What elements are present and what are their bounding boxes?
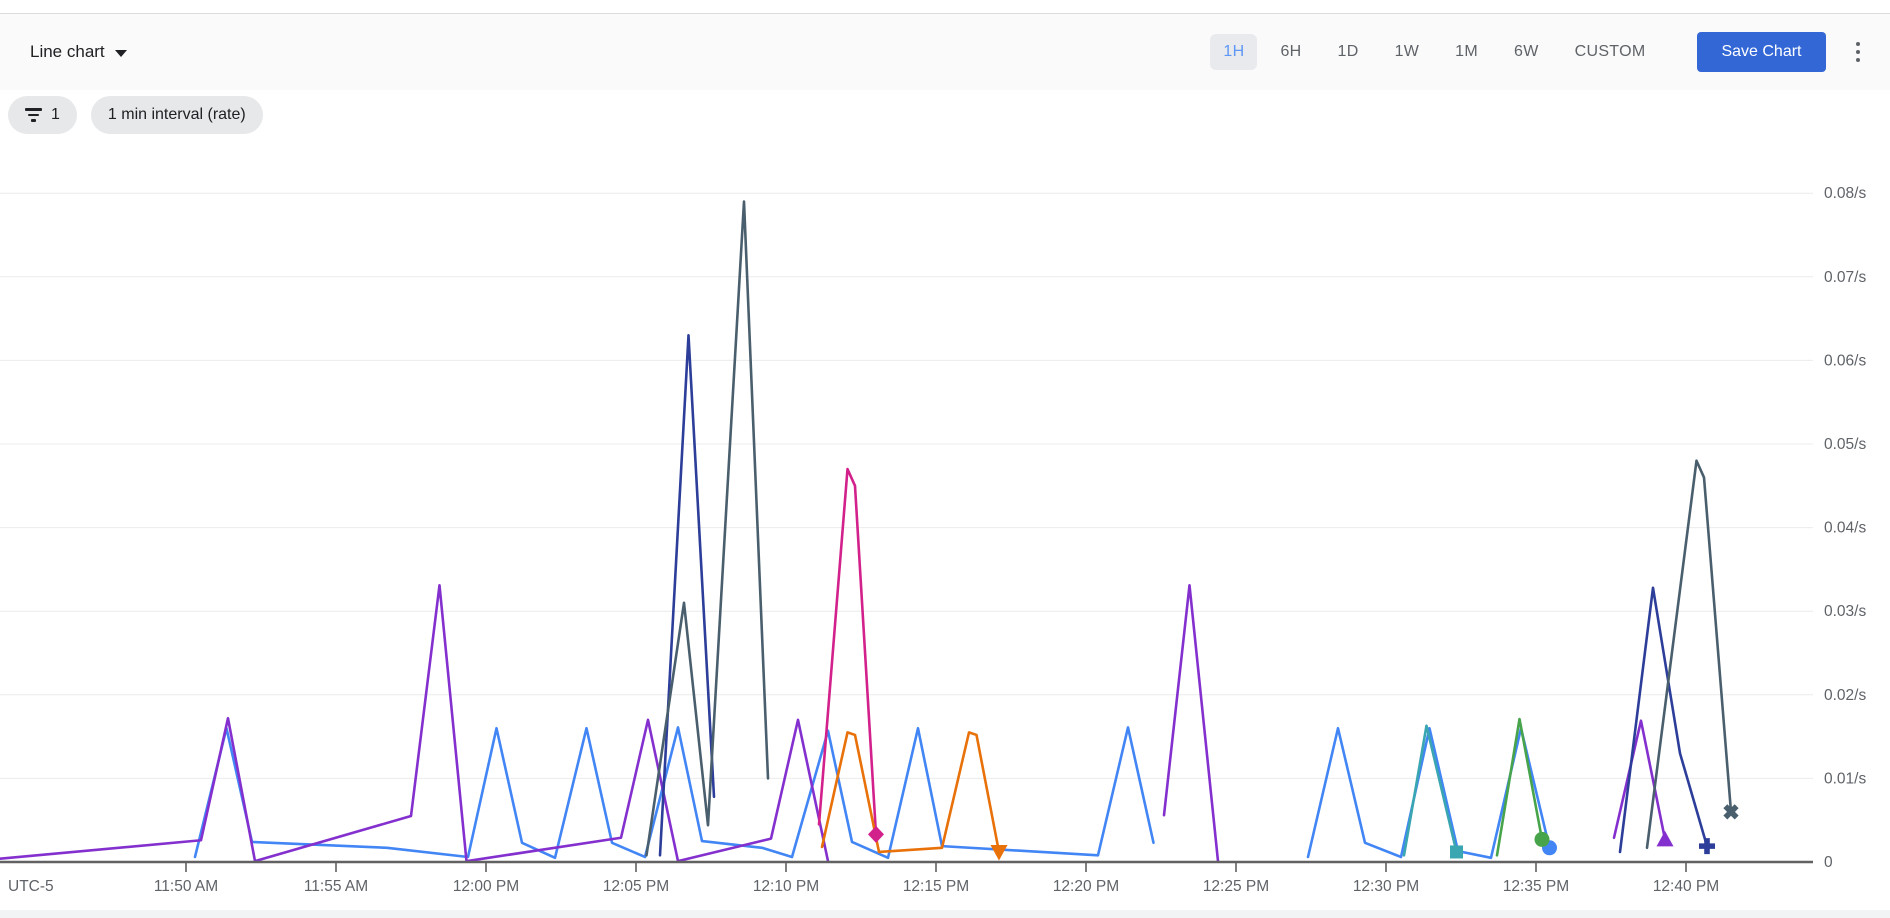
time-range-custom[interactable]: CUSTOM xyxy=(1562,34,1659,70)
time-range-1m[interactable]: 1M xyxy=(1442,34,1491,70)
interval-chip[interactable]: 1 min interval (rate) xyxy=(90,96,263,134)
y-tick-label: 0.04/s xyxy=(1824,520,1866,537)
time-range-6h[interactable]: 6H xyxy=(1267,34,1314,70)
x-tick-label: 11:55 AM xyxy=(304,878,368,895)
filter-count-label: 1 xyxy=(51,106,60,123)
time-range-1d[interactable]: 1D xyxy=(1325,34,1372,70)
y-tick-label: 0.02/s xyxy=(1824,687,1866,704)
filter-chips-row: 1 1 min interval (rate) xyxy=(8,96,263,134)
series-navy-line xyxy=(658,334,716,857)
filter-count-chip[interactable]: 1 xyxy=(8,96,77,134)
chart-type-dropdown[interactable]: Line chart xyxy=(30,42,127,62)
series-navy-line xyxy=(1618,586,1709,854)
x-tick-label: 12:15 PM xyxy=(903,878,969,895)
series-purple-line xyxy=(1162,583,1220,863)
series-purple-line xyxy=(1612,719,1667,841)
time-range-group: 1H 6H 1D 1W 1M 6W CUSTOM xyxy=(1205,34,1663,70)
series-slate-end-marker xyxy=(1723,804,1739,820)
x-tick-label: 12:40 PM xyxy=(1653,878,1719,895)
series-purple-end-marker xyxy=(1656,830,1674,847)
time-range-1h[interactable]: 1H xyxy=(1210,34,1258,70)
series-orange-line xyxy=(820,731,1001,854)
x-tick-label: 12:20 PM xyxy=(1053,878,1119,895)
x-tick-label: 12:30 PM xyxy=(1353,878,1419,895)
series-teal-line xyxy=(1402,724,1458,857)
y-tick-label: 0.06/s xyxy=(1824,352,1866,369)
series-green-end-marker xyxy=(1534,831,1550,847)
time-range-1w[interactable]: 1W xyxy=(1382,34,1433,70)
time-range-6w[interactable]: 6W xyxy=(1501,34,1552,70)
header-controls: 1H 6H 1D 1W 1M 6W CUSTOM Save Chart xyxy=(1205,32,1872,72)
series-orange-end-marker xyxy=(990,844,1008,861)
series-pink-end-marker xyxy=(868,825,884,843)
series-green-line xyxy=(1495,717,1544,857)
x-tick-label: 12:35 PM xyxy=(1503,878,1569,895)
chart-header: Line chart 1H 6H 1D 1W 1M 6W CUSTOM Save Chart xyxy=(0,14,1890,90)
y-tick-label: 0 xyxy=(1824,854,1833,871)
x-tick-label: 12:10 PM xyxy=(753,878,819,895)
x-tick-label: 12:00 PM xyxy=(453,878,519,895)
chart-type-label: Line chart xyxy=(30,42,105,61)
bottom-strip xyxy=(0,910,1890,918)
x-tick-label: 12:25 PM xyxy=(1203,878,1269,895)
top-divider xyxy=(0,13,1890,14)
series-blue-line xyxy=(1306,726,1551,860)
filter-icon xyxy=(25,108,42,122)
save-chart-button[interactable]: Save Chart xyxy=(1697,32,1826,72)
series-pink-line xyxy=(817,467,878,836)
y-tick-label: 0.01/s xyxy=(1824,770,1866,787)
y-tick-label: 0.08/s xyxy=(1824,185,1866,202)
timezone-label: UTC-5 xyxy=(8,878,54,895)
x-tick-label: 11:50 AM xyxy=(154,878,218,895)
y-tick-label: 0.05/s xyxy=(1824,436,1866,453)
series-slate-line xyxy=(1645,459,1733,850)
interval-chip-label: 1 min interval (rate) xyxy=(107,106,246,123)
chevron-down-icon xyxy=(114,49,127,57)
series-navy-end-marker xyxy=(1699,838,1715,855)
y-tick-label: 0.07/s xyxy=(1824,269,1866,286)
y-tick-label: 0.03/s xyxy=(1824,603,1866,620)
series-teal-end-marker xyxy=(1450,845,1463,859)
metrics-line-chart-canvas[interactable]: 11:50 AM 11:55 AM 12:00 PM 12:05 PM 12:10 PM… xyxy=(0,140,1890,910)
more-options-icon[interactable] xyxy=(1852,38,1865,67)
x-tick-label: 12:05 PM xyxy=(603,878,669,895)
series-blue-line xyxy=(193,726,1155,860)
series-slate-line xyxy=(645,200,770,857)
